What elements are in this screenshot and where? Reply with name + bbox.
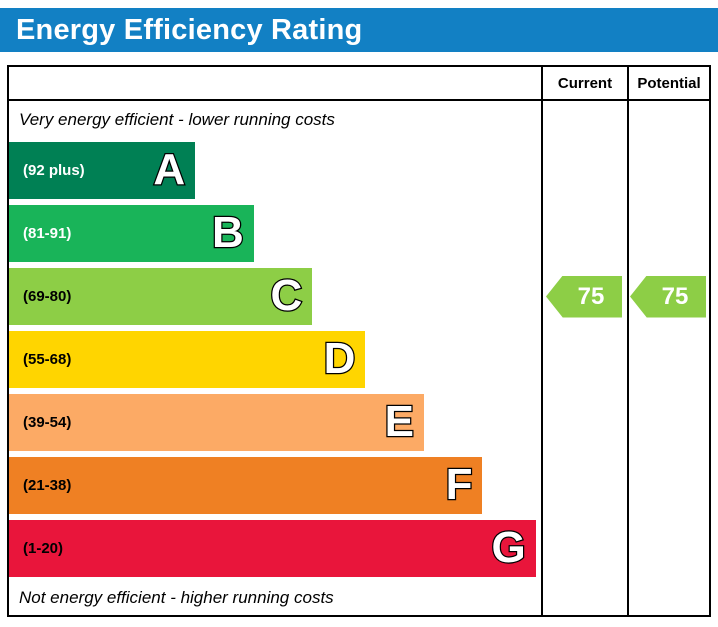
band-range-label: (39-54) <box>23 414 72 431</box>
header-spacer <box>9 67 541 99</box>
chart-header-row: Current Potential <box>9 67 709 101</box>
band-letter: B <box>211 207 245 257</box>
potential-arrow-cell: 75 <box>627 265 709 328</box>
current-rating-arrow: 75 <box>546 275 622 318</box>
band-bar: (1-20) G <box>9 520 536 577</box>
band-row: (55-68) D <box>9 328 541 391</box>
band-bar: (69-80) C <box>9 268 313 325</box>
bottom-note: Not energy efficient - higher running co… <box>19 587 334 607</box>
energy-efficiency-chart: Current Potential Very energy efficient … <box>7 65 711 617</box>
current-column-divider <box>541 101 627 615</box>
current-column-header: Current <box>541 67 627 99</box>
band-bar: (81-91) B <box>9 205 254 262</box>
potential-column-header: Potential <box>627 67 709 99</box>
potential-rating-arrow: 75 <box>630 275 706 318</box>
current-rating-value: 75 <box>577 282 605 310</box>
band-letter: D <box>322 333 356 383</box>
band-row: (92 plus) A <box>9 139 541 202</box>
band-range-label: (1-20) <box>23 540 64 557</box>
band-letter: G <box>490 522 527 572</box>
band-row: (21-38) F <box>9 454 541 517</box>
current-arrow-cell: 75 <box>541 265 627 328</box>
band-row: (1-20) G <box>9 517 541 580</box>
page-title: Energy Efficiency Rating <box>16 13 363 46</box>
band-range-label: (55-68) <box>23 351 72 368</box>
top-note: Very energy efficient - lower running co… <box>19 110 335 129</box>
potential-column-divider <box>627 101 709 615</box>
band-letter: F <box>444 459 473 509</box>
potential-rating-value: 75 <box>661 282 689 310</box>
band-bar: (39-54) E <box>9 394 424 451</box>
band-row: (69-80) C <box>9 265 541 328</box>
title-bar: Energy Efficiency Rating <box>0 8 718 52</box>
band-letter: A <box>152 144 186 194</box>
chart-body: Very energy efficient - lower running co… <box>9 101 709 615</box>
band-range-label: (92 plus) <box>23 162 85 179</box>
band-bar: (55-68) D <box>9 331 366 388</box>
band-row: (39-54) E <box>9 391 541 454</box>
band-row: (81-91) B <box>9 202 541 265</box>
band-letter: E <box>383 396 415 446</box>
band-letter: C <box>269 270 303 320</box>
band-range-label: (69-80) <box>23 288 72 305</box>
band-range-label: (21-38) <box>23 477 72 494</box>
band-bar: (21-38) F <box>9 457 483 514</box>
band-bar: (92 plus) A <box>9 142 196 199</box>
band-range-label: (81-91) <box>23 225 72 242</box>
